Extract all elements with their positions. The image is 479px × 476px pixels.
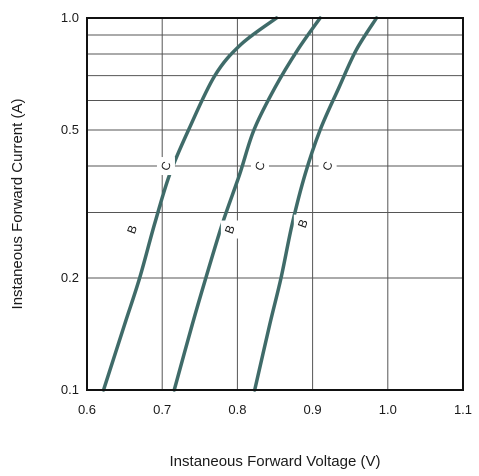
x-tick-label: 0.7 (153, 402, 171, 417)
x-tick-labels: 0.6 0.7 0.8 0.9 1.0 1.1 (78, 402, 472, 417)
annotation-halo (156, 157, 175, 176)
annotation-halo (318, 157, 337, 176)
curve-2 (172, 16, 322, 392)
x-tick-label: 0.6 (78, 402, 96, 417)
annotation-halo (250, 157, 269, 176)
grid-lines (86, 17, 464, 391)
x-axis-label: Instaneous Forward Voltage (V) (170, 453, 381, 470)
annotation-halo (123, 220, 142, 239)
x-tick-label: 0.9 (304, 402, 322, 417)
curve-3 (252, 16, 379, 392)
y-tick-label: 0.2 (61, 270, 79, 285)
curve-annotations: C C CB B B (123, 157, 337, 239)
x-tick-label: 1.0 (379, 402, 397, 417)
y-tick-label: 0.5 (61, 122, 79, 137)
plot-frame (86, 17, 464, 391)
annotation-halo (293, 214, 312, 233)
y-tick-label: 1.0 (61, 10, 79, 25)
x-tick-label: 1.1 (454, 402, 472, 417)
y-tick-label: 0.1 (61, 382, 79, 397)
annotation-halo (220, 220, 239, 239)
x-tick-label: 0.8 (228, 402, 246, 417)
y-tick-labels: 0.1 0.2 0.5 1.0 (61, 10, 79, 397)
y-axis-label: Instaneous Forward Current (A) (9, 99, 26, 310)
